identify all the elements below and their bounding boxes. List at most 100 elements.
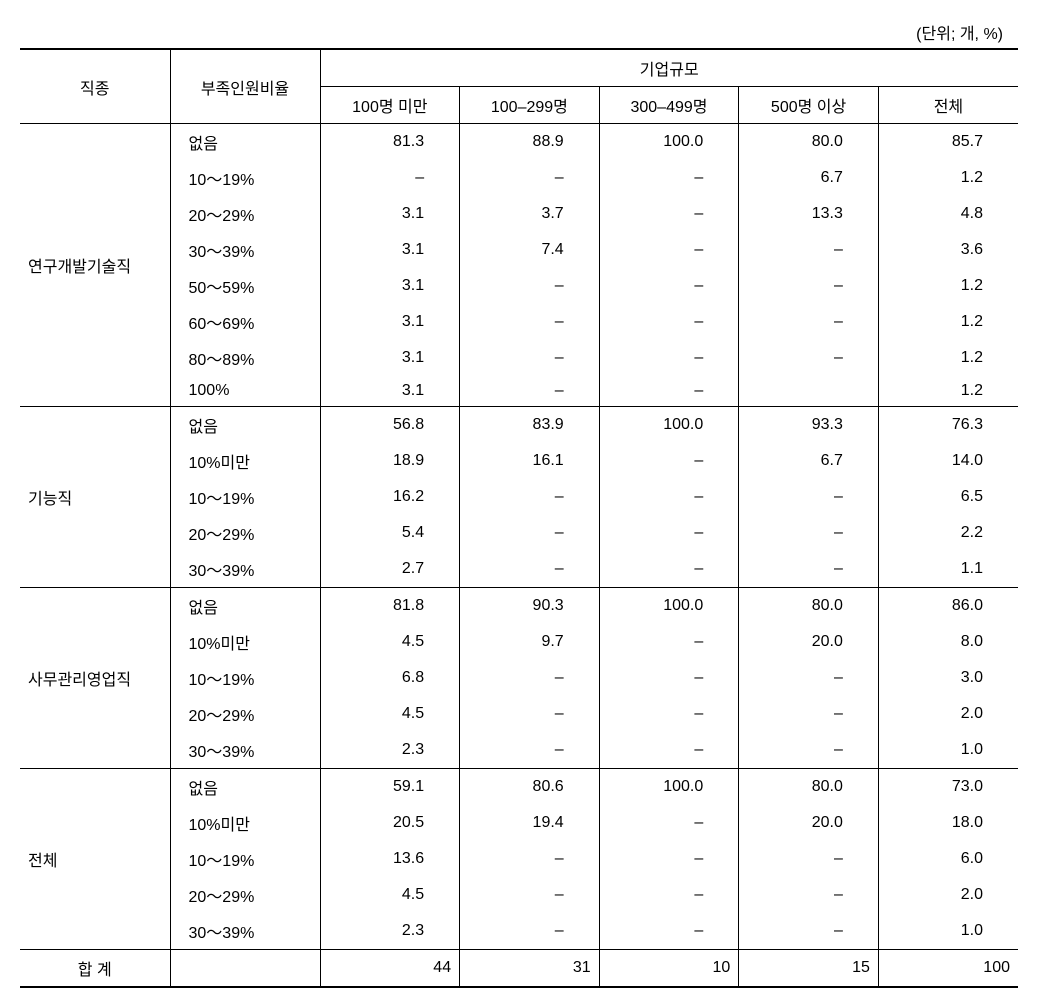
data-cell: 1.2 xyxy=(878,376,1018,407)
data-cell: – xyxy=(460,551,600,588)
header-sub5: 전체 xyxy=(878,87,1018,124)
ratio-cell: 30～39% xyxy=(170,551,320,588)
data-cell: 20.0 xyxy=(739,624,879,660)
total-data-cell: 15 xyxy=(739,950,879,988)
data-cell: 2.2 xyxy=(878,515,1018,551)
data-cell: 100.0 xyxy=(599,124,739,161)
data-cell: – xyxy=(739,696,879,732)
data-cell: 16.2 xyxy=(320,479,460,515)
data-cell: 3.1 xyxy=(320,268,460,304)
data-cell: – xyxy=(599,805,739,841)
ratio-cell: 10%미만 xyxy=(170,624,320,660)
data-cell: – xyxy=(739,551,879,588)
data-cell: – xyxy=(599,913,739,950)
ratio-cell: 30～39% xyxy=(170,913,320,950)
total-data-cell: 44 xyxy=(320,950,460,988)
data-cell: 4.5 xyxy=(320,624,460,660)
data-cell: 4.8 xyxy=(878,196,1018,232)
data-cell: 20.0 xyxy=(739,805,879,841)
data-cell: 80.0 xyxy=(739,588,879,625)
data-cell: 13.6 xyxy=(320,841,460,877)
ratio-cell: 10%미만 xyxy=(170,805,320,841)
data-cell: – xyxy=(460,268,600,304)
data-cell: 83.9 xyxy=(460,407,600,444)
data-cell: – xyxy=(599,515,739,551)
data-cell: – xyxy=(599,877,739,913)
data-cell: – xyxy=(599,376,739,407)
data-cell: – xyxy=(460,376,600,407)
total-label: 합 계 xyxy=(20,950,170,988)
data-cell: 90.3 xyxy=(460,588,600,625)
data-cell: – xyxy=(460,160,600,196)
data-cell: – xyxy=(460,304,600,340)
data-cell: 3.6 xyxy=(878,232,1018,268)
ratio-cell: 10～19% xyxy=(170,160,320,196)
data-cell: 100.0 xyxy=(599,407,739,444)
data-cell: – xyxy=(599,340,739,376)
header-sub1: 100명 미만 xyxy=(320,87,460,124)
data-cell: – xyxy=(599,304,739,340)
header-sub4: 500명 이상 xyxy=(739,87,879,124)
data-cell: – xyxy=(599,841,739,877)
data-cell: 13.3 xyxy=(739,196,879,232)
jobtype-label: 연구개발기술직 xyxy=(20,124,170,407)
data-cell: – xyxy=(460,340,600,376)
data-cell: 1.1 xyxy=(878,551,1018,588)
data-cell: 4.5 xyxy=(320,877,460,913)
data-cell: – xyxy=(739,841,879,877)
data-cell: – xyxy=(460,660,600,696)
data-cell: 2.3 xyxy=(320,732,460,769)
ratio-cell: 100% xyxy=(170,376,320,407)
total-ratio-cell xyxy=(170,950,320,988)
data-cell: – xyxy=(739,913,879,950)
data-cell: – xyxy=(599,696,739,732)
data-cell: 18.0 xyxy=(878,805,1018,841)
data-cell: 1.2 xyxy=(878,340,1018,376)
data-cell: 9.7 xyxy=(460,624,600,660)
data-cell: – xyxy=(460,696,600,732)
data-cell: 3.1 xyxy=(320,304,460,340)
data-cell: 1.0 xyxy=(878,913,1018,950)
data-cell: 81.8 xyxy=(320,588,460,625)
data-cell: – xyxy=(739,515,879,551)
ratio-cell: 80～89% xyxy=(170,340,320,376)
data-cell: 20.5 xyxy=(320,805,460,841)
unit-label: (단위; 개, %) xyxy=(20,20,1018,44)
data-cell: 5.4 xyxy=(320,515,460,551)
data-cell: 59.1 xyxy=(320,769,460,806)
ratio-cell: 없음 xyxy=(170,407,320,444)
data-cell: – xyxy=(599,732,739,769)
data-cell: – xyxy=(599,268,739,304)
data-cell: 6.7 xyxy=(739,160,879,196)
data-cell: 19.4 xyxy=(460,805,600,841)
data-cell: – xyxy=(460,479,600,515)
data-cell: 3.1 xyxy=(320,376,460,407)
data-cell: – xyxy=(739,732,879,769)
ratio-cell: 없음 xyxy=(170,769,320,806)
total-data-cell: 31 xyxy=(460,950,600,988)
data-cell: 80.6 xyxy=(460,769,600,806)
data-cell: 16.1 xyxy=(460,443,600,479)
ratio-cell: 없음 xyxy=(170,588,320,625)
data-cell: 3.1 xyxy=(320,340,460,376)
data-table: 직종 부족인원비율 기업규모 100명 미만 100–299명 300–499명… xyxy=(20,48,1018,988)
jobtype-label: 기능직 xyxy=(20,407,170,588)
ratio-cell: 60～69% xyxy=(170,304,320,340)
data-cell: – xyxy=(599,660,739,696)
data-cell: 88.9 xyxy=(460,124,600,161)
header-ratio: 부족인원비율 xyxy=(170,49,320,124)
ratio-cell: 20～29% xyxy=(170,877,320,913)
data-cell: 14.0 xyxy=(878,443,1018,479)
data-cell: 93.3 xyxy=(739,407,879,444)
data-cell: 6.5 xyxy=(878,479,1018,515)
data-cell: – xyxy=(460,732,600,769)
data-cell: – xyxy=(739,660,879,696)
ratio-cell: 20～29% xyxy=(170,515,320,551)
data-cell: – xyxy=(599,232,739,268)
data-cell: 100.0 xyxy=(599,769,739,806)
data-cell: 6.7 xyxy=(739,443,879,479)
data-cell xyxy=(739,376,879,407)
data-cell: – xyxy=(739,232,879,268)
data-cell: – xyxy=(739,877,879,913)
data-cell: 1.2 xyxy=(878,268,1018,304)
